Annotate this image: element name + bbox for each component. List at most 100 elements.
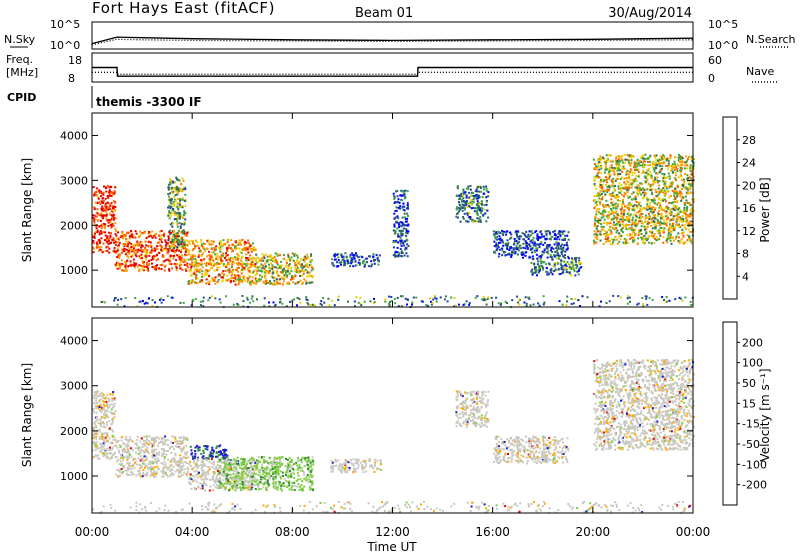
scatter-cell (242, 266, 244, 269)
ground-scatter-cell (577, 299, 580, 301)
scatter-cell (217, 258, 219, 261)
scatter-cell (110, 423, 113, 426)
scatter-cell (191, 258, 194, 261)
scatter-cell (155, 254, 158, 257)
scatter-cell (156, 457, 159, 460)
scatter-cell (478, 202, 481, 205)
scatter-cell (116, 241, 119, 244)
scatter-cell (663, 173, 666, 176)
ground-scatter-cell (458, 303, 460, 306)
scatter-cell (469, 194, 472, 197)
scatter-cell (672, 239, 675, 242)
scatter-cell (168, 240, 171, 243)
scatter-cell (481, 207, 484, 210)
scatter-cell (199, 279, 202, 282)
scatter-cell (178, 235, 181, 238)
scatter-cell (139, 230, 142, 233)
ground-scatter-cell (323, 301, 326, 304)
scatter-cell (606, 223, 609, 226)
scatter-cell (283, 269, 286, 272)
scatter-cell (299, 279, 302, 282)
scatter-cell (270, 255, 273, 258)
scatter-cell (571, 257, 573, 260)
scatter-cell (499, 232, 502, 234)
scatter-cell (156, 462, 158, 465)
scatter-cell (395, 220, 398, 223)
ground-scatter-cell (690, 304, 693, 306)
scatter-cell (629, 234, 631, 237)
scatter-cell (627, 196, 630, 199)
scatter-cell (635, 224, 638, 227)
scatter-cell (194, 281, 197, 284)
scatter-cell (543, 261, 546, 264)
scatter-cell (174, 181, 177, 184)
scatter-cell (469, 217, 472, 220)
scatter-cell (230, 279, 233, 282)
scatter-cell (101, 205, 104, 208)
scatter-cell (196, 270, 199, 272)
scatter-cell (495, 236, 498, 239)
scatter-cell (548, 243, 551, 246)
scatter-cell (100, 191, 102, 194)
scatter-cell (485, 220, 488, 223)
scatter-cell (616, 196, 619, 198)
scatter-cell (686, 208, 689, 211)
scatter-cell (400, 225, 403, 228)
scatter-cell (171, 243, 174, 246)
scatter-cell (168, 245, 171, 247)
scatter-cell (691, 220, 694, 223)
scatter-cell (629, 204, 632, 207)
scatter-cell (624, 205, 626, 208)
scatter-cell (668, 225, 671, 228)
scatter-cell (95, 227, 98, 230)
scatter-cell (372, 255, 375, 258)
scatter-cell (657, 238, 660, 241)
scatter-cell (187, 250, 190, 253)
scatter-cell (212, 240, 215, 243)
scatter-cell (208, 258, 211, 260)
scatter-cell (104, 234, 107, 237)
ground-scatter-cell (666, 300, 669, 303)
scatter-cell (592, 239, 595, 242)
scatter-cell (647, 156, 650, 159)
scatter-cell (622, 218, 625, 221)
scatter-cell (138, 268, 141, 271)
scatter-cell (278, 266, 281, 269)
scatter-cell (509, 237, 512, 240)
scatter-cell (460, 198, 463, 201)
scatter-cell (403, 197, 406, 200)
scatter-cell (124, 253, 127, 256)
scatter-cell (676, 217, 679, 220)
scatter-cell (575, 267, 578, 270)
scatter-cell (182, 437, 185, 440)
scatter-cell (602, 215, 605, 218)
scatter-cell (105, 454, 108, 457)
scatter-cell (264, 265, 267, 268)
scatter-cell (619, 238, 622, 241)
scatter-cell (544, 230, 547, 233)
scatter-cell (602, 209, 605, 212)
scatter-cell (280, 260, 283, 263)
ground-scatter-cell (497, 302, 500, 305)
scatter-cell (174, 194, 177, 197)
scatter-cell (622, 203, 625, 205)
scatter-cell (540, 233, 543, 236)
scatter-cell (515, 245, 518, 247)
scatter-cell (303, 270, 305, 273)
scatter-cell (630, 161, 632, 164)
scatter-cell (287, 264, 290, 267)
scatter-cell (111, 216, 114, 219)
scatter-cell (154, 466, 157, 469)
scatter-cell (635, 214, 638, 217)
scatter-cell (141, 457, 144, 460)
ground-scatter-cell (680, 297, 683, 300)
scatter-cell (127, 232, 130, 235)
scatter-cell (247, 267, 250, 269)
scatter-cell (658, 158, 661, 161)
scatter-cell (476, 217, 479, 220)
scatter-cell (620, 190, 623, 193)
scatter-cell (593, 180, 596, 182)
scatter-cell (184, 212, 187, 215)
scatter-cell (350, 262, 353, 265)
scatter-cell (217, 262, 220, 265)
